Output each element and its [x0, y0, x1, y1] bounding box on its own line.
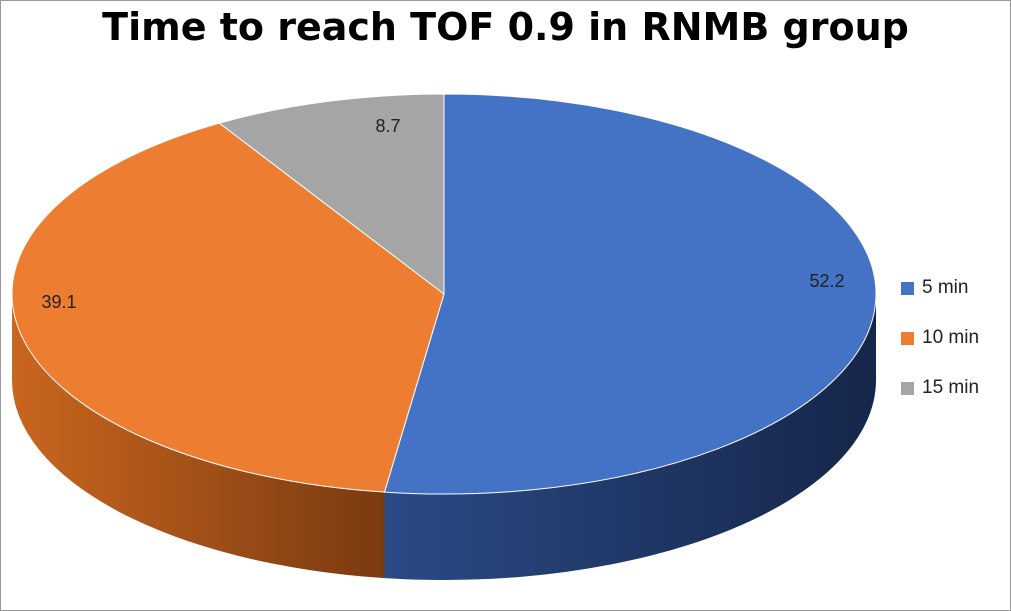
pie-slice	[383, 93, 877, 495]
pie-slice	[218, 93, 445, 296]
legend-swatch	[901, 331, 914, 345]
chart-title: Time to reach TOF 0.9 in RNMB group	[102, 5, 909, 49]
legend-swatch	[901, 281, 914, 295]
data-label: 52.2	[809, 271, 844, 291]
legend-label: 5 min	[922, 277, 969, 298]
data-label: 8.7	[375, 116, 400, 136]
data-label: 39.1	[41, 292, 76, 312]
pie-slice	[11, 122, 445, 493]
legend-item: 10 min	[901, 313, 979, 363]
legend: 5 min 10 min 15 min	[901, 263, 979, 413]
legend-label: 15 min	[922, 377, 980, 398]
pie-slice-side	[384, 294, 876, 580]
legend-label: 10 min	[922, 327, 980, 348]
pie-slice-side	[12, 294, 385, 579]
legend-item: 15 min	[901, 363, 979, 413]
legend-swatch	[901, 381, 914, 395]
legend-item: 5 min	[901, 263, 979, 313]
